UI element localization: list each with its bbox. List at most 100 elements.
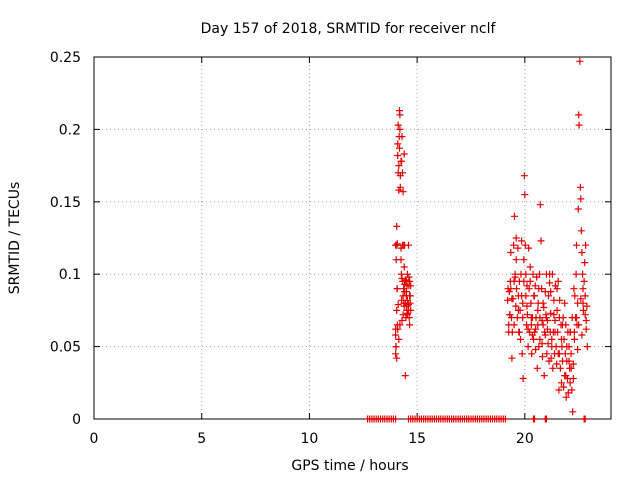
data-point — [406, 321, 414, 329]
data-point — [536, 201, 544, 209]
data-point — [576, 183, 584, 191]
data-point — [582, 317, 590, 324]
data-point — [576, 57, 584, 65]
data-point — [569, 375, 577, 382]
grid-lines — [93, 56, 611, 420]
data-point — [582, 325, 590, 333]
data-point — [514, 306, 522, 314]
data-point — [543, 350, 551, 358]
data-point — [555, 386, 563, 394]
data-point — [556, 364, 564, 372]
data-point — [579, 285, 587, 293]
data-point — [527, 321, 535, 329]
data-point — [399, 169, 406, 177]
data-point — [531, 292, 538, 300]
data-point — [563, 343, 571, 351]
data-point — [556, 296, 564, 304]
data-point — [535, 285, 543, 293]
y-tick-label: 0.2 — [59, 122, 81, 138]
x-tick-label: 10 — [301, 431, 319, 447]
data-point — [405, 273, 413, 281]
data-point — [531, 282, 539, 290]
data-point — [395, 335, 403, 343]
data-point — [545, 292, 552, 300]
data-point — [393, 354, 401, 362]
data-point — [546, 279, 554, 287]
data-point — [578, 249, 586, 256]
data-point — [501, 415, 509, 423]
data-point — [583, 302, 591, 310]
data-point — [514, 244, 522, 252]
data-point — [518, 237, 526, 245]
data-point — [511, 273, 519, 281]
data-point — [395, 162, 403, 170]
data-point — [518, 350, 526, 358]
data-point — [581, 415, 589, 423]
data-point — [400, 241, 408, 249]
data-point — [394, 325, 402, 333]
data-point — [554, 350, 562, 358]
data-point — [510, 321, 518, 329]
data-point — [401, 276, 409, 284]
x-axis-label: GPS time / hours — [291, 458, 408, 474]
data-point — [573, 241, 580, 249]
data-point — [548, 335, 556, 343]
data-point — [393, 222, 401, 230]
data-point — [538, 340, 546, 348]
data-point — [392, 350, 400, 358]
data-point — [392, 343, 400, 351]
data-point — [550, 311, 558, 319]
data-point — [525, 244, 533, 252]
data-point — [403, 309, 411, 317]
data-point — [569, 408, 577, 416]
data-point — [508, 295, 516, 303]
data-point — [529, 270, 537, 278]
data-point — [549, 364, 557, 372]
x-tick-label: 5 — [197, 431, 206, 447]
data-point — [528, 331, 536, 339]
data-point — [522, 270, 530, 278]
data-point — [397, 157, 405, 165]
data-point — [579, 270, 587, 278]
data-point — [559, 321, 566, 329]
data-point — [519, 375, 527, 382]
data-point — [506, 311, 514, 319]
data-point — [393, 240, 401, 248]
data-point — [531, 415, 538, 423]
data-point — [519, 299, 527, 307]
data-point — [510, 241, 518, 249]
data-point — [540, 372, 548, 380]
data-point — [539, 321, 547, 329]
data-point — [396, 183, 404, 191]
data-point — [553, 285, 561, 293]
data-point — [396, 125, 404, 133]
data-point — [574, 205, 582, 213]
data-point — [504, 296, 512, 304]
data-point — [569, 360, 577, 368]
data-point — [394, 301, 402, 309]
x-tick-labels: 0 5 10 15 20 — [90, 431, 534, 447]
data-point — [567, 364, 575, 372]
data-point — [567, 350, 575, 358]
data-point — [575, 321, 583, 329]
data-point — [398, 133, 406, 141]
data-point — [575, 111, 583, 119]
data-point — [562, 393, 570, 401]
data-point — [402, 277, 410, 285]
y-tick-label: 0.15 — [50, 195, 81, 211]
data-point — [579, 306, 587, 314]
data-point — [580, 277, 588, 285]
data-point — [554, 277, 562, 285]
data-point — [520, 256, 528, 264]
data-point — [558, 379, 565, 387]
x-tick-label: 0 — [90, 431, 99, 447]
data-point — [583, 343, 591, 351]
data-point — [526, 277, 534, 285]
data-point — [570, 335, 578, 343]
data-point — [527, 299, 535, 307]
data-point — [533, 364, 541, 372]
data-point — [392, 256, 400, 264]
data-point — [565, 357, 573, 365]
data-point — [505, 328, 513, 336]
data-point — [394, 140, 402, 148]
